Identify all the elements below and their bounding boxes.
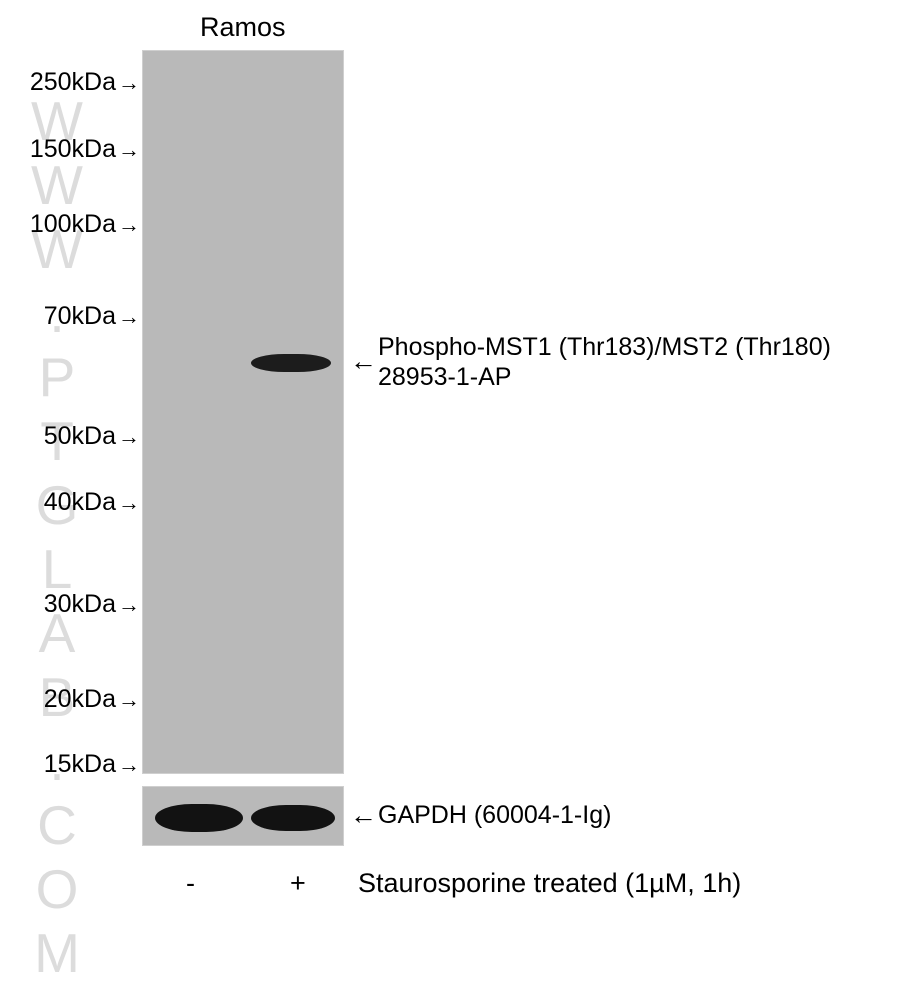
ladder-value: 20	[44, 685, 72, 714]
ladder-unit: kDa	[72, 750, 116, 779]
ladder-150: 150 kDa→	[0, 135, 140, 164]
phospho-annotation: Phospho-MST1 (Thr183)/MST2 (Thr180) 2895…	[378, 332, 831, 392]
ladder-arrow-icon: →	[118, 592, 140, 618]
ladder-value: 50	[44, 422, 72, 451]
ladder-unit: kDa	[72, 685, 116, 714]
ladder-unit: kDa	[72, 422, 116, 451]
ladder-50: 50 kDa→	[0, 422, 140, 451]
phospho-line2: 28953-1-AP	[378, 362, 831, 392]
gapdh-blot-panel	[142, 786, 344, 846]
ladder-arrow-icon: →	[118, 304, 140, 330]
ladder-value: 40	[44, 488, 72, 517]
ladder-30: 30 kDa→	[0, 590, 140, 619]
ladder-unit: kDa	[72, 210, 116, 239]
ladder-250: 250 kDa→	[0, 68, 140, 97]
ladder-arrow-icon: →	[118, 752, 140, 778]
ladder-unit: kDa	[72, 590, 116, 619]
ladder-arrow-icon: →	[118, 687, 140, 713]
ladder-arrow-icon: →	[118, 137, 140, 163]
ladder-arrow-icon: →	[118, 490, 140, 516]
ladder-20: 20 kDa→	[0, 685, 140, 714]
treatment-label: Staurosporine treated (1µM, 1h)	[358, 868, 741, 899]
ladder-value: 250	[30, 68, 72, 97]
ladder-arrow-icon: →	[118, 70, 140, 96]
gapdh-annotation: GAPDH (60004-1-Ig)	[378, 800, 611, 830]
main-blot-panel	[142, 50, 344, 774]
ladder-unit: kDa	[72, 488, 116, 517]
phospho-band-plus-lane	[251, 354, 331, 372]
ladder-unit: kDa	[72, 302, 116, 331]
ladder-arrow-icon: →	[118, 424, 140, 450]
treatment-plus: +	[290, 868, 306, 899]
treatment-minus: -	[186, 868, 195, 899]
gapdh-arrow-icon: ←	[350, 800, 377, 831]
sample-label: Ramos	[200, 12, 286, 43]
gapdh-band-minus-lane	[155, 804, 243, 832]
ladder-value: 30	[44, 590, 72, 619]
ladder-15: 15 kDa→	[0, 750, 140, 779]
ladder-100: 100 kDa→	[0, 210, 140, 239]
phospho-line1: Phospho-MST1 (Thr183)/MST2 (Thr180)	[378, 332, 831, 362]
ladder-40: 40 kDa→	[0, 488, 140, 517]
ladder-unit: kDa	[72, 135, 116, 164]
ladder-value: 70	[44, 302, 72, 331]
ladder-value: 15	[44, 750, 72, 779]
phospho-arrow-icon: ←	[350, 346, 377, 377]
gapdh-band-plus-lane	[251, 805, 335, 831]
ladder-70: 70 kDa→	[0, 302, 140, 331]
ladder-unit: kDa	[72, 68, 116, 97]
ladder-value: 150	[30, 135, 72, 164]
blot-figure: WWW.PTGLAB.COM Ramos 250 kDa→ 150 kDa→ 1…	[0, 0, 900, 959]
ladder-value: 100	[30, 210, 72, 239]
ladder-arrow-icon: →	[118, 212, 140, 238]
